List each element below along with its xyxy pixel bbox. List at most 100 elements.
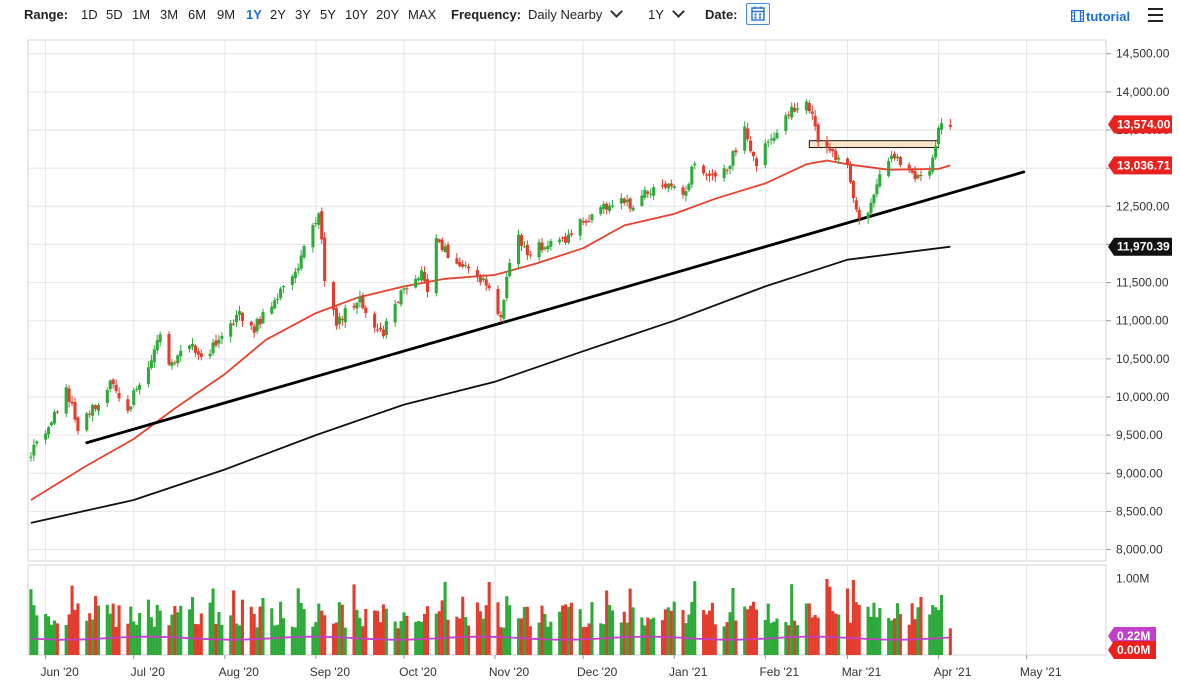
axes: 14,500.0014,000.0013,500.0013,000.0012,5…	[40, 47, 1169, 679]
frequency-dropdown[interactable]: Daily Nearby	[528, 0, 624, 30]
range-button-2y[interactable]: 2Y	[270, 7, 286, 22]
candle-body	[105, 389, 109, 403]
candle-body	[117, 392, 121, 399]
candle-body	[681, 187, 685, 195]
volume-bar	[602, 624, 606, 655]
volume-bar	[35, 615, 39, 655]
range-button-3y[interactable]: 3Y	[295, 7, 311, 22]
candle-body	[890, 155, 894, 160]
volume-bar	[690, 602, 694, 655]
volume-bar	[273, 625, 277, 655]
candle-body	[599, 207, 603, 214]
candle-body	[710, 173, 714, 175]
time-tick-label: Dec '20	[577, 665, 618, 679]
candle-body	[464, 265, 468, 267]
film-icon	[1070, 9, 1085, 23]
candle-body	[193, 345, 197, 353]
range-button-6m[interactable]: 6M	[188, 7, 207, 22]
period-value: 1Y	[648, 7, 664, 22]
candle-body	[746, 128, 750, 140]
price-tick-label: 10,500.00	[1116, 352, 1170, 366]
volume-bar	[296, 588, 300, 655]
candle-body	[790, 106, 794, 118]
range-button-5y[interactable]: 5Y	[320, 7, 336, 22]
volume-bar	[584, 626, 588, 655]
candle-body	[887, 161, 891, 177]
volume-bar	[193, 623, 197, 655]
volume-bar	[561, 605, 565, 655]
candle-body	[378, 327, 383, 330]
range-button-3m[interactable]: 3M	[160, 7, 179, 22]
candle-body	[581, 221, 585, 223]
candle-body	[331, 282, 336, 310]
frequency-value: Daily Nearby	[528, 7, 603, 22]
candle-body	[687, 184, 691, 191]
volume-bar	[872, 602, 876, 655]
tutorial-link[interactable]: tutorial	[1070, 2, 1131, 32]
volume-bar	[302, 609, 306, 655]
hamburger-menu-icon[interactable]	[1148, 8, 1163, 22]
range-button-5d[interactable]: 5D	[106, 7, 123, 22]
candle-body	[519, 235, 524, 246]
candle-body	[825, 139, 829, 148]
candle-body	[220, 336, 224, 339]
volume-bar	[569, 602, 573, 655]
candle-body	[487, 285, 491, 289]
range-button-1y[interactable]: 1Y	[246, 7, 262, 22]
volume-bar	[91, 619, 95, 655]
volume-bar	[475, 602, 479, 655]
volume-bar	[666, 607, 670, 655]
volume-bar	[282, 618, 286, 655]
candle-body	[458, 262, 462, 267]
tutorial-label: tutorial	[1086, 9, 1131, 24]
candle-body	[684, 191, 688, 196]
range-button-1m[interactable]: 1M	[132, 7, 151, 22]
candle-body	[652, 187, 656, 196]
candle-body	[810, 111, 814, 114]
candle-body	[67, 388, 71, 402]
range-button-10y[interactable]: 10Y	[345, 7, 369, 22]
volume-bar	[299, 602, 303, 655]
volume-bar	[892, 618, 897, 655]
date-picker-button[interactable]	[746, 3, 770, 25]
candle-body	[578, 219, 582, 236]
volume-bar	[499, 627, 503, 655]
candle-body	[422, 271, 427, 282]
volume-bar	[743, 606, 747, 655]
volume-bar	[111, 603, 115, 655]
range-button-1d[interactable]: 1D	[81, 7, 98, 22]
volume-bar	[643, 625, 647, 655]
ma200-badge-shape	[1108, 237, 1172, 256]
volume-bar	[352, 584, 356, 655]
candle-body	[167, 333, 171, 365]
volume-bar	[334, 622, 338, 655]
candle-body	[707, 173, 712, 176]
candle-body	[834, 150, 838, 160]
volume-bar	[939, 594, 944, 655]
candle-body	[232, 323, 236, 325]
volume-bar	[196, 624, 200, 655]
period-dropdown[interactable]: 1Y	[648, 0, 685, 30]
price-tick-label: 12,500.00	[1116, 199, 1170, 213]
candle-body	[816, 124, 820, 143]
candle-body	[199, 353, 203, 358]
volume-bar	[787, 625, 791, 655]
candle-body	[155, 340, 159, 351]
volume-bar	[866, 606, 870, 655]
time-tick-label: Sep '20	[310, 665, 351, 679]
price-tick-label: 11,500.00	[1116, 276, 1169, 290]
volume-bar	[895, 603, 899, 655]
volume-bar	[105, 604, 109, 655]
candle-body	[672, 186, 676, 189]
volume-bar	[508, 605, 512, 655]
volume-bar	[731, 587, 735, 655]
range-button-20y[interactable]: 20Y	[376, 7, 400, 22]
range-button-9m[interactable]: 9M	[217, 7, 236, 22]
volume-bar	[129, 606, 133, 655]
candle-body	[754, 158, 758, 167]
volume-bar	[323, 615, 327, 655]
candle-body	[934, 146, 938, 158]
range-button-max[interactable]: MAX	[408, 7, 437, 22]
candle-body	[845, 158, 850, 165]
